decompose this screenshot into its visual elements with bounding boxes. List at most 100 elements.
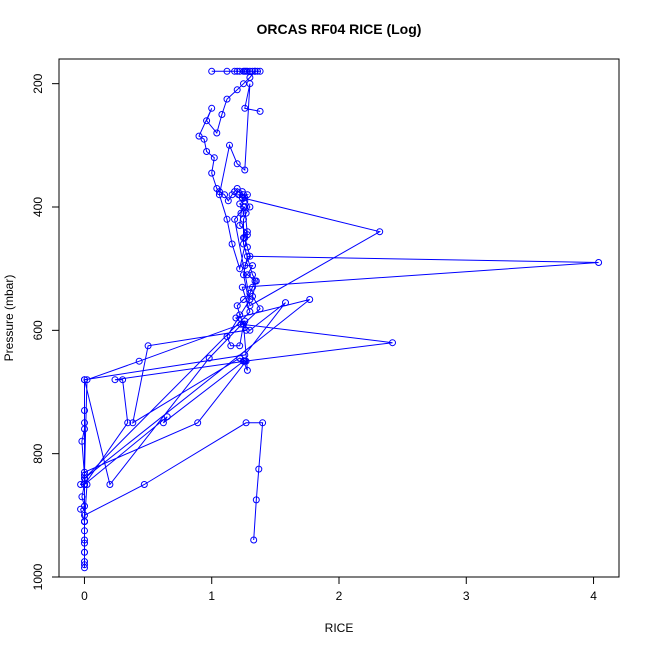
data-point [210, 154, 218, 162]
data-point [233, 302, 241, 310]
data-point [228, 240, 236, 248]
data-point [256, 67, 264, 75]
data-point [250, 536, 258, 544]
data-point [208, 104, 216, 112]
data-point [254, 67, 261, 75]
data-point [252, 496, 260, 504]
data-point [83, 481, 91, 488]
data-point [256, 107, 264, 115]
data-point [81, 536, 88, 544]
data-point [389, 339, 396, 347]
data-point [243, 271, 251, 279]
series-line-1 [79, 422, 264, 568]
data-point [81, 407, 88, 414]
x-tick-label: 4 [590, 589, 597, 603]
data-point [159, 419, 167, 427]
data-point [241, 166, 249, 174]
data-point [246, 80, 254, 88]
data-point [233, 67, 241, 75]
data-point [243, 252, 251, 260]
data-point [195, 132, 203, 140]
data-point [215, 191, 223, 199]
data-point [236, 342, 244, 350]
data-point [231, 67, 239, 75]
data-point [251, 67, 259, 75]
data-point [81, 548, 88, 556]
series-line-3 [83, 83, 599, 486]
data-point [78, 493, 86, 501]
data-point [237, 209, 245, 217]
data-point [246, 326, 254, 334]
data-point [240, 271, 247, 279]
data-point [256, 305, 264, 313]
data-point [236, 67, 244, 75]
data-point [140, 481, 148, 488]
data-point [224, 197, 232, 205]
data-point [240, 215, 247, 223]
data-point [236, 222, 244, 229]
data-point [81, 474, 88, 482]
x-tick-label: 1 [208, 589, 215, 603]
data-point [208, 169, 216, 177]
x-tick-label: 2 [336, 589, 343, 603]
data-point [223, 95, 231, 103]
data-point [223, 333, 231, 340]
data-point [163, 413, 171, 421]
data-point [236, 200, 244, 208]
data-point [203, 148, 211, 155]
data-point [249, 271, 256, 279]
data-point [255, 465, 263, 473]
chart-title: ORCAS RF04 RICE (Log) [257, 21, 422, 37]
data-point [81, 518, 88, 525]
data-point [144, 342, 152, 350]
data-point [81, 561, 88, 569]
data-point [232, 314, 240, 322]
series-layer [77, 67, 603, 572]
series-line-2 [81, 70, 261, 565]
data-point [221, 191, 228, 199]
data-point [240, 240, 247, 248]
data-point [595, 259, 603, 266]
data-point [240, 191, 247, 199]
y-tick-label: 1000 [31, 563, 45, 590]
data-point [124, 419, 132, 427]
data-point [236, 354, 244, 362]
data-point [81, 502, 88, 510]
data-point [83, 376, 91, 384]
data-point [235, 191, 242, 199]
data-point [223, 215, 231, 223]
data-point [242, 326, 250, 334]
data-point [241, 317, 249, 325]
data-point [242, 419, 250, 427]
data-point [213, 129, 221, 137]
data-point [231, 215, 239, 223]
data-point [236, 265, 244, 273]
data-point [203, 117, 211, 125]
data-point [194, 419, 202, 427]
data-point [376, 228, 384, 236]
y-tick-label: 600 [31, 320, 45, 340]
data-point [227, 342, 235, 350]
y-tick-label: 800 [31, 443, 45, 463]
data-point [241, 104, 249, 112]
data-point [238, 283, 246, 291]
data-point [205, 354, 213, 362]
x-tick-label: 0 [81, 589, 88, 603]
y-tick-label: 400 [31, 197, 45, 217]
data-point [111, 376, 119, 384]
data-point [233, 160, 241, 168]
data-point [81, 376, 88, 384]
data-point [259, 419, 267, 427]
data-point [246, 296, 254, 303]
data-point [243, 366, 251, 374]
data-point [119, 376, 127, 384]
data-point [223, 67, 231, 75]
y-tick-label: 200 [31, 73, 45, 93]
plot-frame [58, 58, 620, 578]
data-point [241, 194, 249, 202]
data-point [241, 351, 249, 359]
data-point [306, 296, 314, 303]
data-point [282, 299, 289, 307]
x-axis: 0 1 2 3 4 [81, 576, 597, 603]
